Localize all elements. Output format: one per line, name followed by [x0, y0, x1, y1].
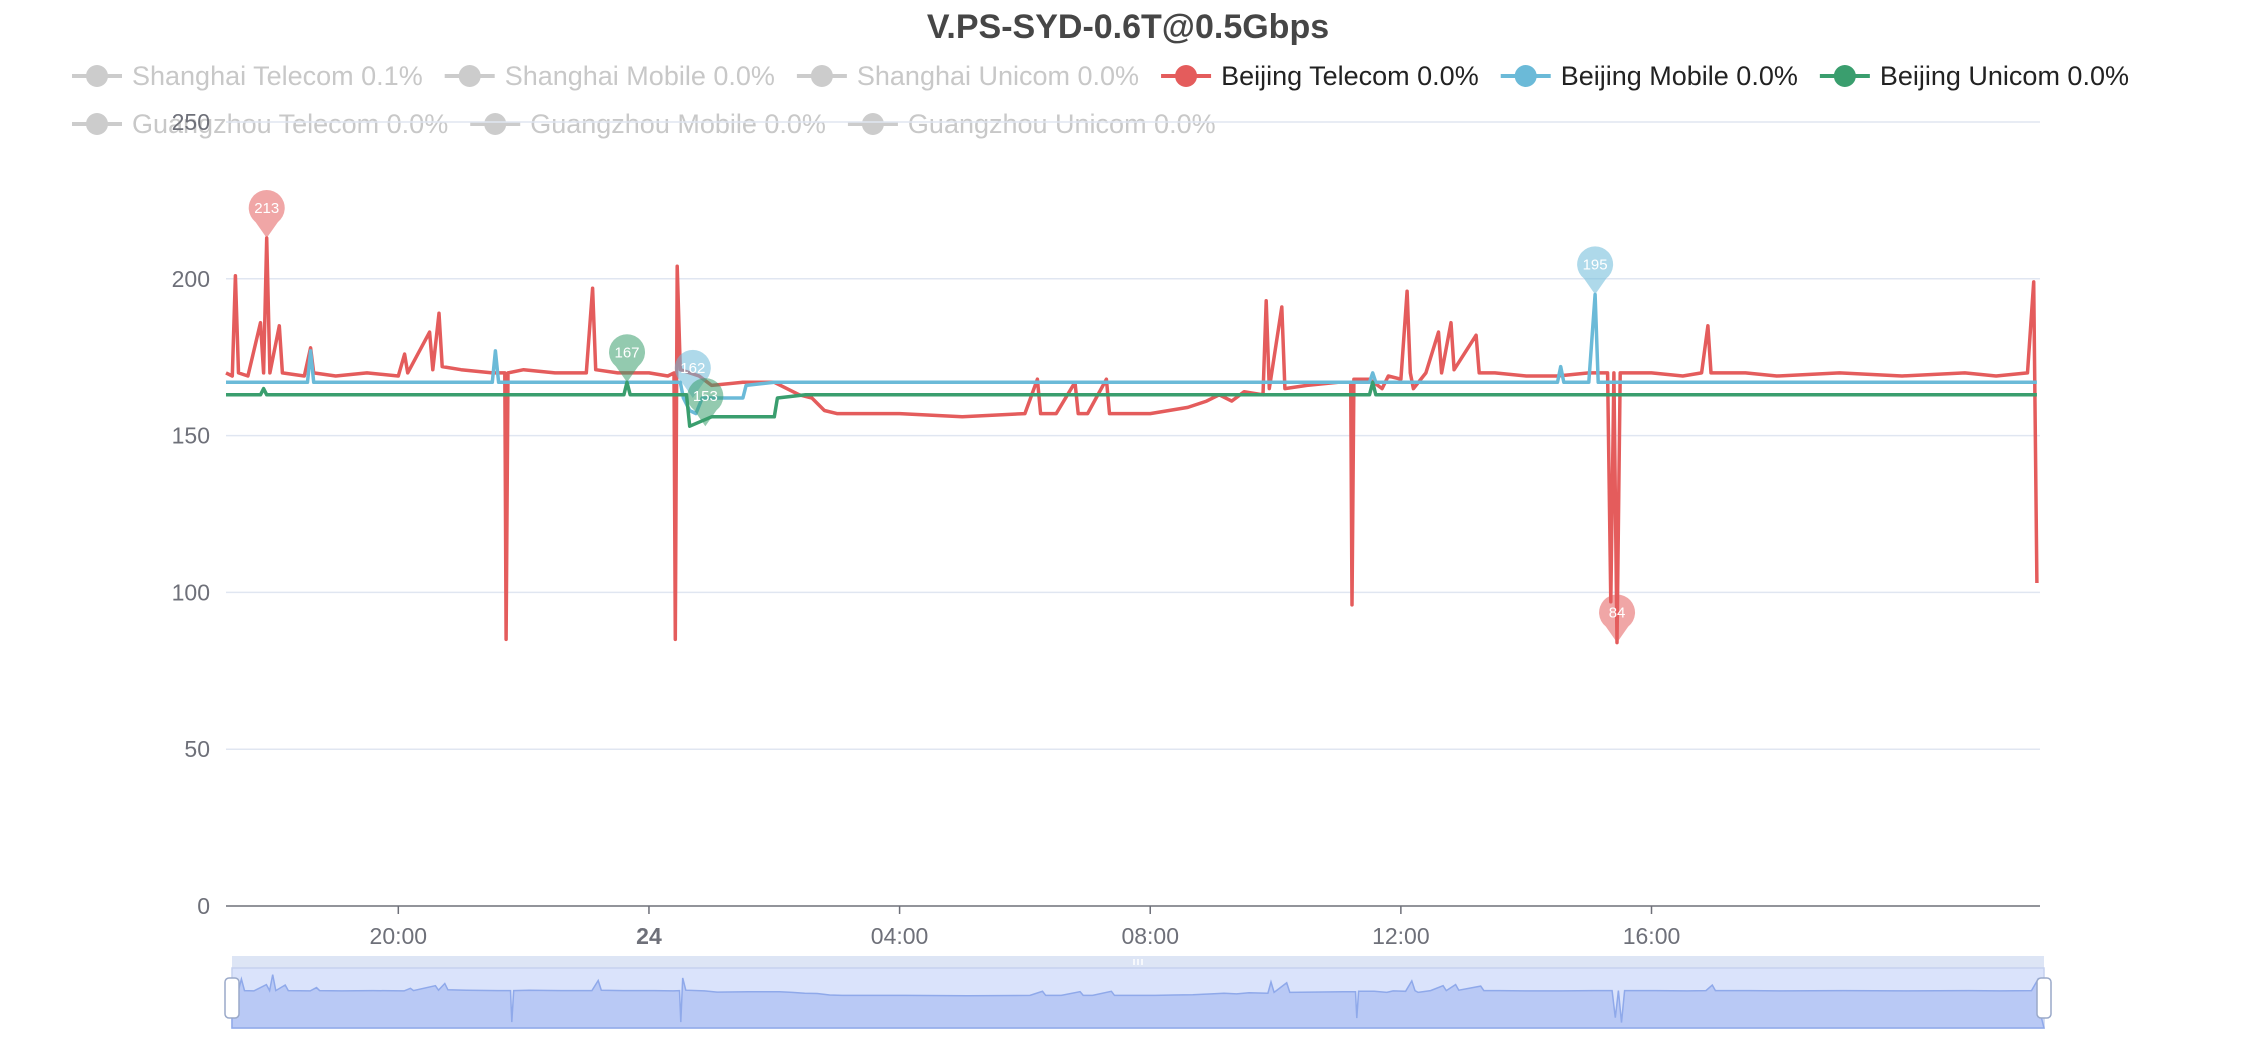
legend-label: Shanghai Telecom 0.1% [132, 61, 423, 91]
legend-item-1[interactable]: Shanghai Mobile 0.0% [444, 61, 775, 91]
series-line-1 [226, 292, 2037, 416]
legend-item-8[interactable]: Guangzhou Unicom 0.0% [847, 109, 1216, 139]
legend-label: Shanghai Unicom 0.0% [857, 61, 1139, 91]
legend-item-2[interactable]: Shanghai Unicom 0.0% [796, 61, 1139, 91]
marker-label: 167 [615, 344, 640, 361]
marker-min-1[interactable]: 84 [1599, 594, 1636, 643]
y-tick-label: 250 [172, 109, 210, 135]
x-tick-label: 20:00 [370, 923, 428, 949]
legend-item-6[interactable]: Guangzhou Telecom 0.0% [72, 109, 448, 139]
chart-title: V.PS-SYD-0.6T@0.5Gbps [927, 8, 1329, 46]
legend-label: Shanghai Mobile 0.0% [505, 61, 775, 91]
y-tick-label: 50 [184, 736, 210, 762]
legend-dot-icon [1514, 65, 1537, 87]
marker-max-4[interactable]: 167 [609, 334, 646, 383]
zoom-preview-area [231, 974, 2045, 1029]
marker-pin-icon [674, 349, 711, 398]
legend-item-3[interactable]: Beijing Telecom 0.0% [1161, 61, 1479, 91]
legend-dot-icon [810, 65, 833, 87]
legend-label: Beijing Unicom 0.0% [1880, 61, 2129, 91]
legend-dot-icon [458, 65, 481, 87]
y-tick-label: 150 [172, 423, 210, 449]
marker-label: 213 [254, 200, 279, 217]
legend-label: Guangzhou Mobile 0.0% [530, 109, 826, 139]
legend: Shanghai Telecom 0.1% Shanghai Mobile 0.0… [72, 61, 2129, 139]
x-tick-label: 08:00 [1121, 923, 1179, 949]
marker-label: 195 [1583, 256, 1608, 273]
marker-layer: 213 84 195 162 167 153 [248, 189, 1636, 643]
legend-item-4[interactable]: Beijing Mobile 0.0% [1500, 61, 1798, 91]
marker-pin-icon [609, 334, 646, 383]
x-axis: 20:00 24 04:00 08:00 12:00 16:00 [226, 905, 2040, 949]
legend-dot-icon [1175, 65, 1198, 87]
marker-pin-icon [1577, 246, 1614, 295]
marker-pin-icon [1599, 594, 1636, 643]
marker-label: 84 [1609, 605, 1626, 622]
grid-lines [226, 121, 2040, 750]
y-tick-label: 100 [172, 579, 210, 605]
x-tick-label: 12:00 [1372, 923, 1430, 949]
legend-item-7[interactable]: Guangzhou Mobile 0.0% [470, 109, 826, 139]
y-tick-label: 0 [197, 893, 210, 919]
x-tick-label: 24 [636, 923, 662, 949]
y-axis: 0 50 100 150 200 250 [172, 109, 210, 919]
legend-dot-icon [86, 65, 108, 87]
legend-dot-icon [86, 113, 108, 135]
legend-dot-icon [484, 113, 507, 135]
legend-item-5[interactable]: Beijing Unicom 0.0% [1819, 61, 2129, 91]
legend-label: Guangzhou Telecom 0.0% [132, 109, 448, 139]
marker-label: 162 [680, 360, 705, 377]
y-tick-label: 200 [172, 266, 210, 292]
marker-pin-icon [248, 189, 285, 239]
legend-dot-icon [1833, 65, 1856, 87]
marker-min-3[interactable]: 162 [674, 349, 711, 398]
data-zoom-slider[interactable] [224, 956, 2052, 1029]
zoom-left-handle[interactable] [224, 977, 240, 1019]
series-line-0 [225, 236, 2039, 645]
marker-min-5[interactable]: 153 [687, 378, 724, 427]
marker-label: 153 [693, 388, 718, 405]
legend-label: Beijing Mobile 0.0% [1561, 61, 1798, 91]
zoom-right-handle[interactable] [2036, 977, 2052, 1019]
marker-max-0[interactable]: 213 [248, 189, 285, 239]
marker-pin-icon [687, 378, 724, 427]
legend-item-0[interactable]: Shanghai Telecom 0.1% [72, 61, 423, 91]
legend-label: Guangzhou Unicom 0.0% [908, 109, 1216, 139]
marker-max-2[interactable]: 195 [1577, 246, 1614, 295]
legend-label: Beijing Telecom 0.0% [1221, 61, 1479, 91]
legend-dot-icon [861, 113, 884, 135]
x-tick-label: 16:00 [1623, 923, 1681, 949]
series-line-2 [226, 380, 2037, 428]
series-layer [225, 236, 2039, 645]
x-tick-label: 04:00 [871, 923, 929, 949]
